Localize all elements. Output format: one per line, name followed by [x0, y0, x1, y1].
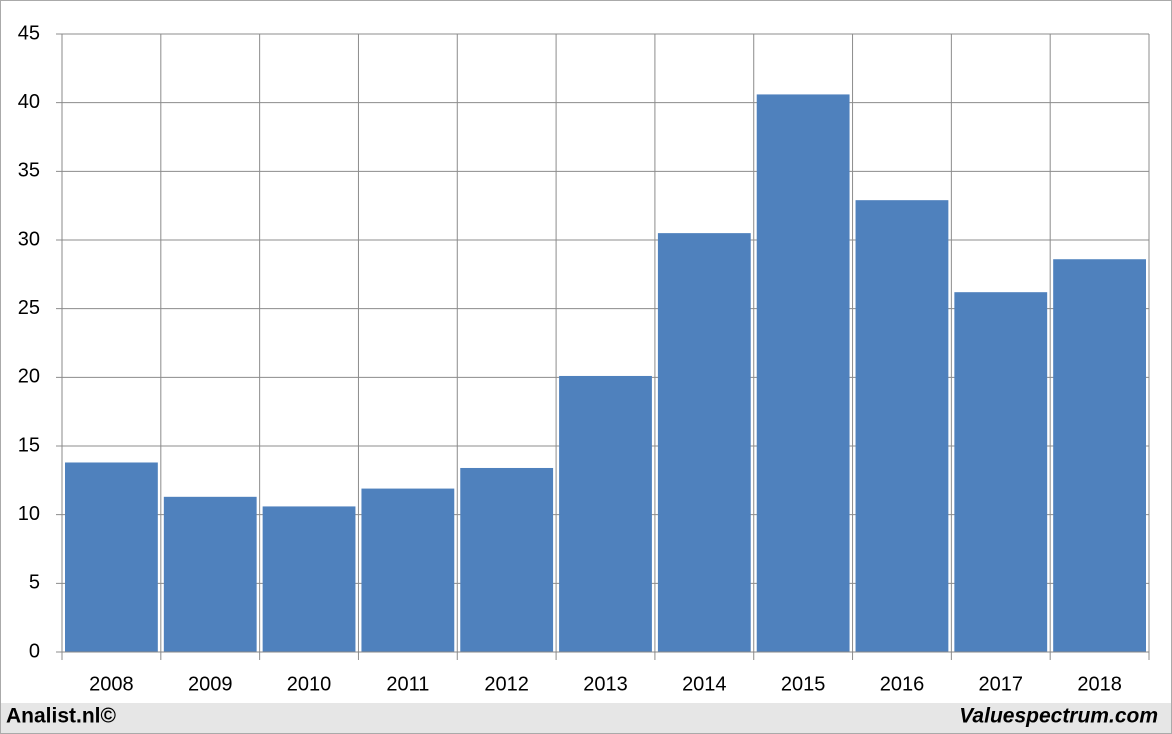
- x-tick-label: 2012: [484, 673, 529, 695]
- y-tick-label: 25: [18, 297, 40, 319]
- footer-left: Analist.nl©: [6, 705, 117, 728]
- footer-right: Valuespectrum.com: [959, 705, 1158, 728]
- bar: [1053, 259, 1146, 652]
- x-tick-label: 2014: [682, 673, 727, 695]
- footer-band: [1, 703, 1171, 733]
- bar: [163, 496, 257, 652]
- bar: [460, 467, 554, 652]
- y-tick-label: 15: [18, 434, 40, 456]
- bar: [657, 233, 751, 652]
- y-tick-label: 45: [18, 22, 40, 44]
- x-tick-label: 2008: [89, 673, 134, 695]
- x-tick-label: 2011: [386, 673, 429, 695]
- x-tick-label: 2010: [287, 673, 332, 695]
- bar: [756, 94, 850, 653]
- x-tick-label: 2017: [979, 673, 1024, 695]
- bar: [262, 506, 356, 652]
- bar: [65, 462, 158, 652]
- y-tick-label: 40: [18, 91, 40, 113]
- y-tick-label: 5: [29, 572, 40, 594]
- bar: [559, 375, 652, 652]
- x-tick-label: 2013: [583, 673, 628, 695]
- y-tick-label: 35: [18, 160, 40, 182]
- bar: [954, 292, 1048, 652]
- y-tick-label: 30: [18, 228, 40, 250]
- y-tick-label: 10: [18, 503, 40, 525]
- bar: [361, 488, 455, 652]
- x-tick-label: 2016: [880, 673, 925, 695]
- y-tick-label: 20: [18, 366, 40, 388]
- x-tick-label: 2009: [188, 673, 233, 695]
- x-tick-label: 2018: [1077, 673, 1122, 695]
- y-tick-label: 0: [29, 640, 40, 662]
- bar: [855, 200, 949, 652]
- x-tick-label: 2015: [781, 673, 826, 695]
